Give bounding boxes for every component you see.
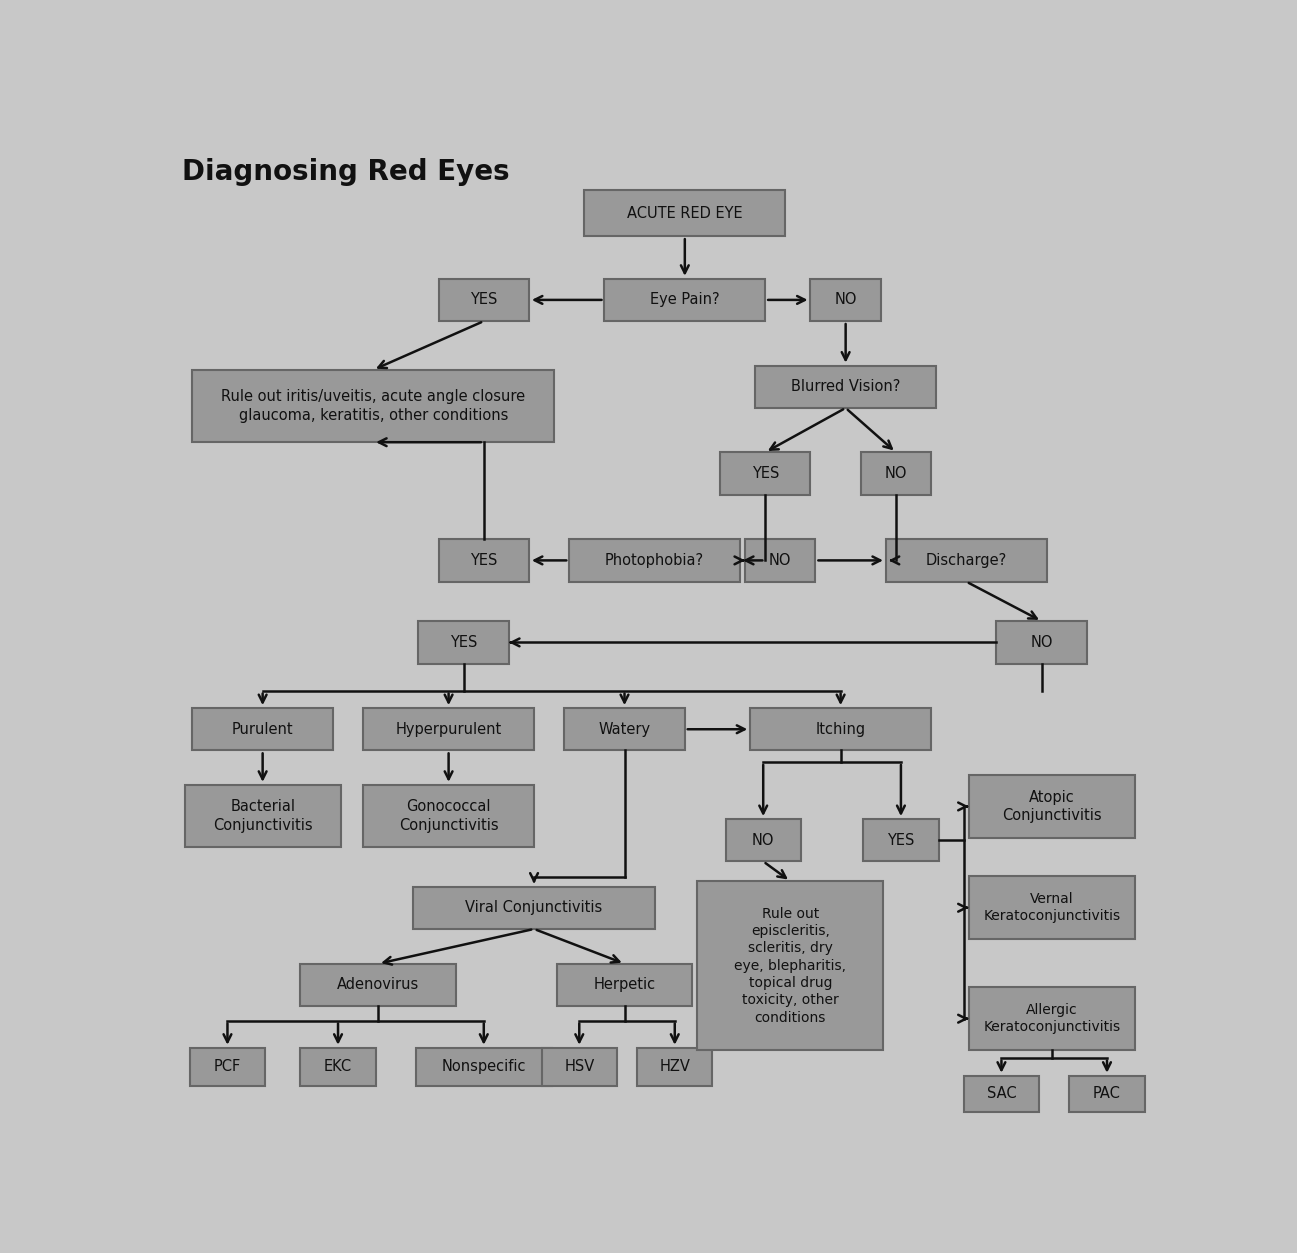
FancyBboxPatch shape <box>192 370 554 442</box>
Text: YES: YES <box>450 635 477 650</box>
FancyBboxPatch shape <box>604 278 765 321</box>
FancyBboxPatch shape <box>363 784 534 847</box>
FancyBboxPatch shape <box>414 887 655 928</box>
Text: NO: NO <box>834 292 857 307</box>
Text: Adenovirus: Adenovirus <box>337 977 419 992</box>
FancyBboxPatch shape <box>964 1075 1039 1113</box>
FancyBboxPatch shape <box>750 708 931 751</box>
FancyBboxPatch shape <box>189 1048 265 1086</box>
FancyBboxPatch shape <box>556 964 693 1006</box>
Text: Gonococcal
Conjunctivitis: Gonococcal Conjunctivitis <box>398 799 498 833</box>
FancyBboxPatch shape <box>969 776 1135 838</box>
Text: Atopic
Conjunctivitis: Atopic Conjunctivitis <box>1001 789 1101 823</box>
Text: Hyperpurulent: Hyperpurulent <box>396 722 502 737</box>
FancyBboxPatch shape <box>744 539 816 581</box>
FancyBboxPatch shape <box>184 784 341 847</box>
FancyBboxPatch shape <box>542 1048 617 1086</box>
FancyBboxPatch shape <box>969 987 1135 1050</box>
Text: PAC: PAC <box>1093 1086 1121 1101</box>
Text: EKC: EKC <box>324 1060 351 1074</box>
FancyBboxPatch shape <box>755 366 936 408</box>
Text: Itching: Itching <box>816 722 865 737</box>
FancyBboxPatch shape <box>569 539 741 581</box>
Text: Blurred Vision?: Blurred Vision? <box>791 380 900 395</box>
Text: YES: YES <box>887 833 914 848</box>
Text: HZV: HZV <box>659 1060 690 1074</box>
FancyBboxPatch shape <box>811 278 881 321</box>
FancyBboxPatch shape <box>438 278 529 321</box>
Text: NO: NO <box>752 833 774 848</box>
Text: Viral Conjunctivitis: Viral Conjunctivitis <box>466 900 603 915</box>
Text: Vernal
Keratoconjunctivitis: Vernal Keratoconjunctivitis <box>983 892 1121 923</box>
Text: Purulent: Purulent <box>232 722 293 737</box>
FancyBboxPatch shape <box>861 452 931 495</box>
FancyBboxPatch shape <box>301 964 457 1006</box>
Text: Discharge?: Discharge? <box>926 553 1006 568</box>
Text: YES: YES <box>470 553 498 568</box>
Text: NO: NO <box>769 553 791 568</box>
FancyBboxPatch shape <box>301 1048 376 1086</box>
FancyBboxPatch shape <box>864 819 939 861</box>
Text: NO: NO <box>1030 635 1053 650</box>
FancyBboxPatch shape <box>637 1048 712 1086</box>
FancyBboxPatch shape <box>363 708 534 751</box>
FancyBboxPatch shape <box>1069 1075 1145 1113</box>
FancyBboxPatch shape <box>886 539 1047 581</box>
Text: Rule out iritis/uveitis, acute angle closure
glaucoma, keratitis, other conditio: Rule out iritis/uveitis, acute angle clo… <box>222 390 525 422</box>
FancyBboxPatch shape <box>698 881 883 1050</box>
Text: YES: YES <box>751 466 779 481</box>
Text: HSV: HSV <box>564 1060 594 1074</box>
FancyBboxPatch shape <box>996 621 1087 664</box>
Text: NO: NO <box>885 466 907 481</box>
FancyBboxPatch shape <box>585 190 786 237</box>
FancyBboxPatch shape <box>969 876 1135 938</box>
Text: SAC: SAC <box>987 1086 1017 1101</box>
Text: Allergic
Keratoconjunctivitis: Allergic Keratoconjunctivitis <box>983 1004 1121 1034</box>
Text: Bacterial
Conjunctivitis: Bacterial Conjunctivitis <box>213 799 313 833</box>
Text: Photophobia?: Photophobia? <box>606 553 704 568</box>
Text: Nonspecific: Nonspecific <box>441 1060 527 1074</box>
Text: YES: YES <box>470 292 498 307</box>
FancyBboxPatch shape <box>419 621 508 664</box>
Text: PCF: PCF <box>214 1060 241 1074</box>
FancyBboxPatch shape <box>564 708 685 751</box>
FancyBboxPatch shape <box>192 708 333 751</box>
FancyBboxPatch shape <box>438 539 529 581</box>
Text: Eye Pain?: Eye Pain? <box>650 292 720 307</box>
Text: Watery: Watery <box>598 722 651 737</box>
FancyBboxPatch shape <box>725 819 802 861</box>
FancyBboxPatch shape <box>416 1048 551 1086</box>
FancyBboxPatch shape <box>720 452 811 495</box>
Text: Herpetic: Herpetic <box>594 977 655 992</box>
Text: Diagnosing Red Eyes: Diagnosing Red Eyes <box>182 158 510 187</box>
Text: Rule out
episcleritis,
scleritis, dry
eye, blepharitis,
topical drug
toxicity, o: Rule out episcleritis, scleritis, dry ey… <box>734 907 847 1025</box>
Text: ACUTE RED EYE: ACUTE RED EYE <box>626 205 743 221</box>
